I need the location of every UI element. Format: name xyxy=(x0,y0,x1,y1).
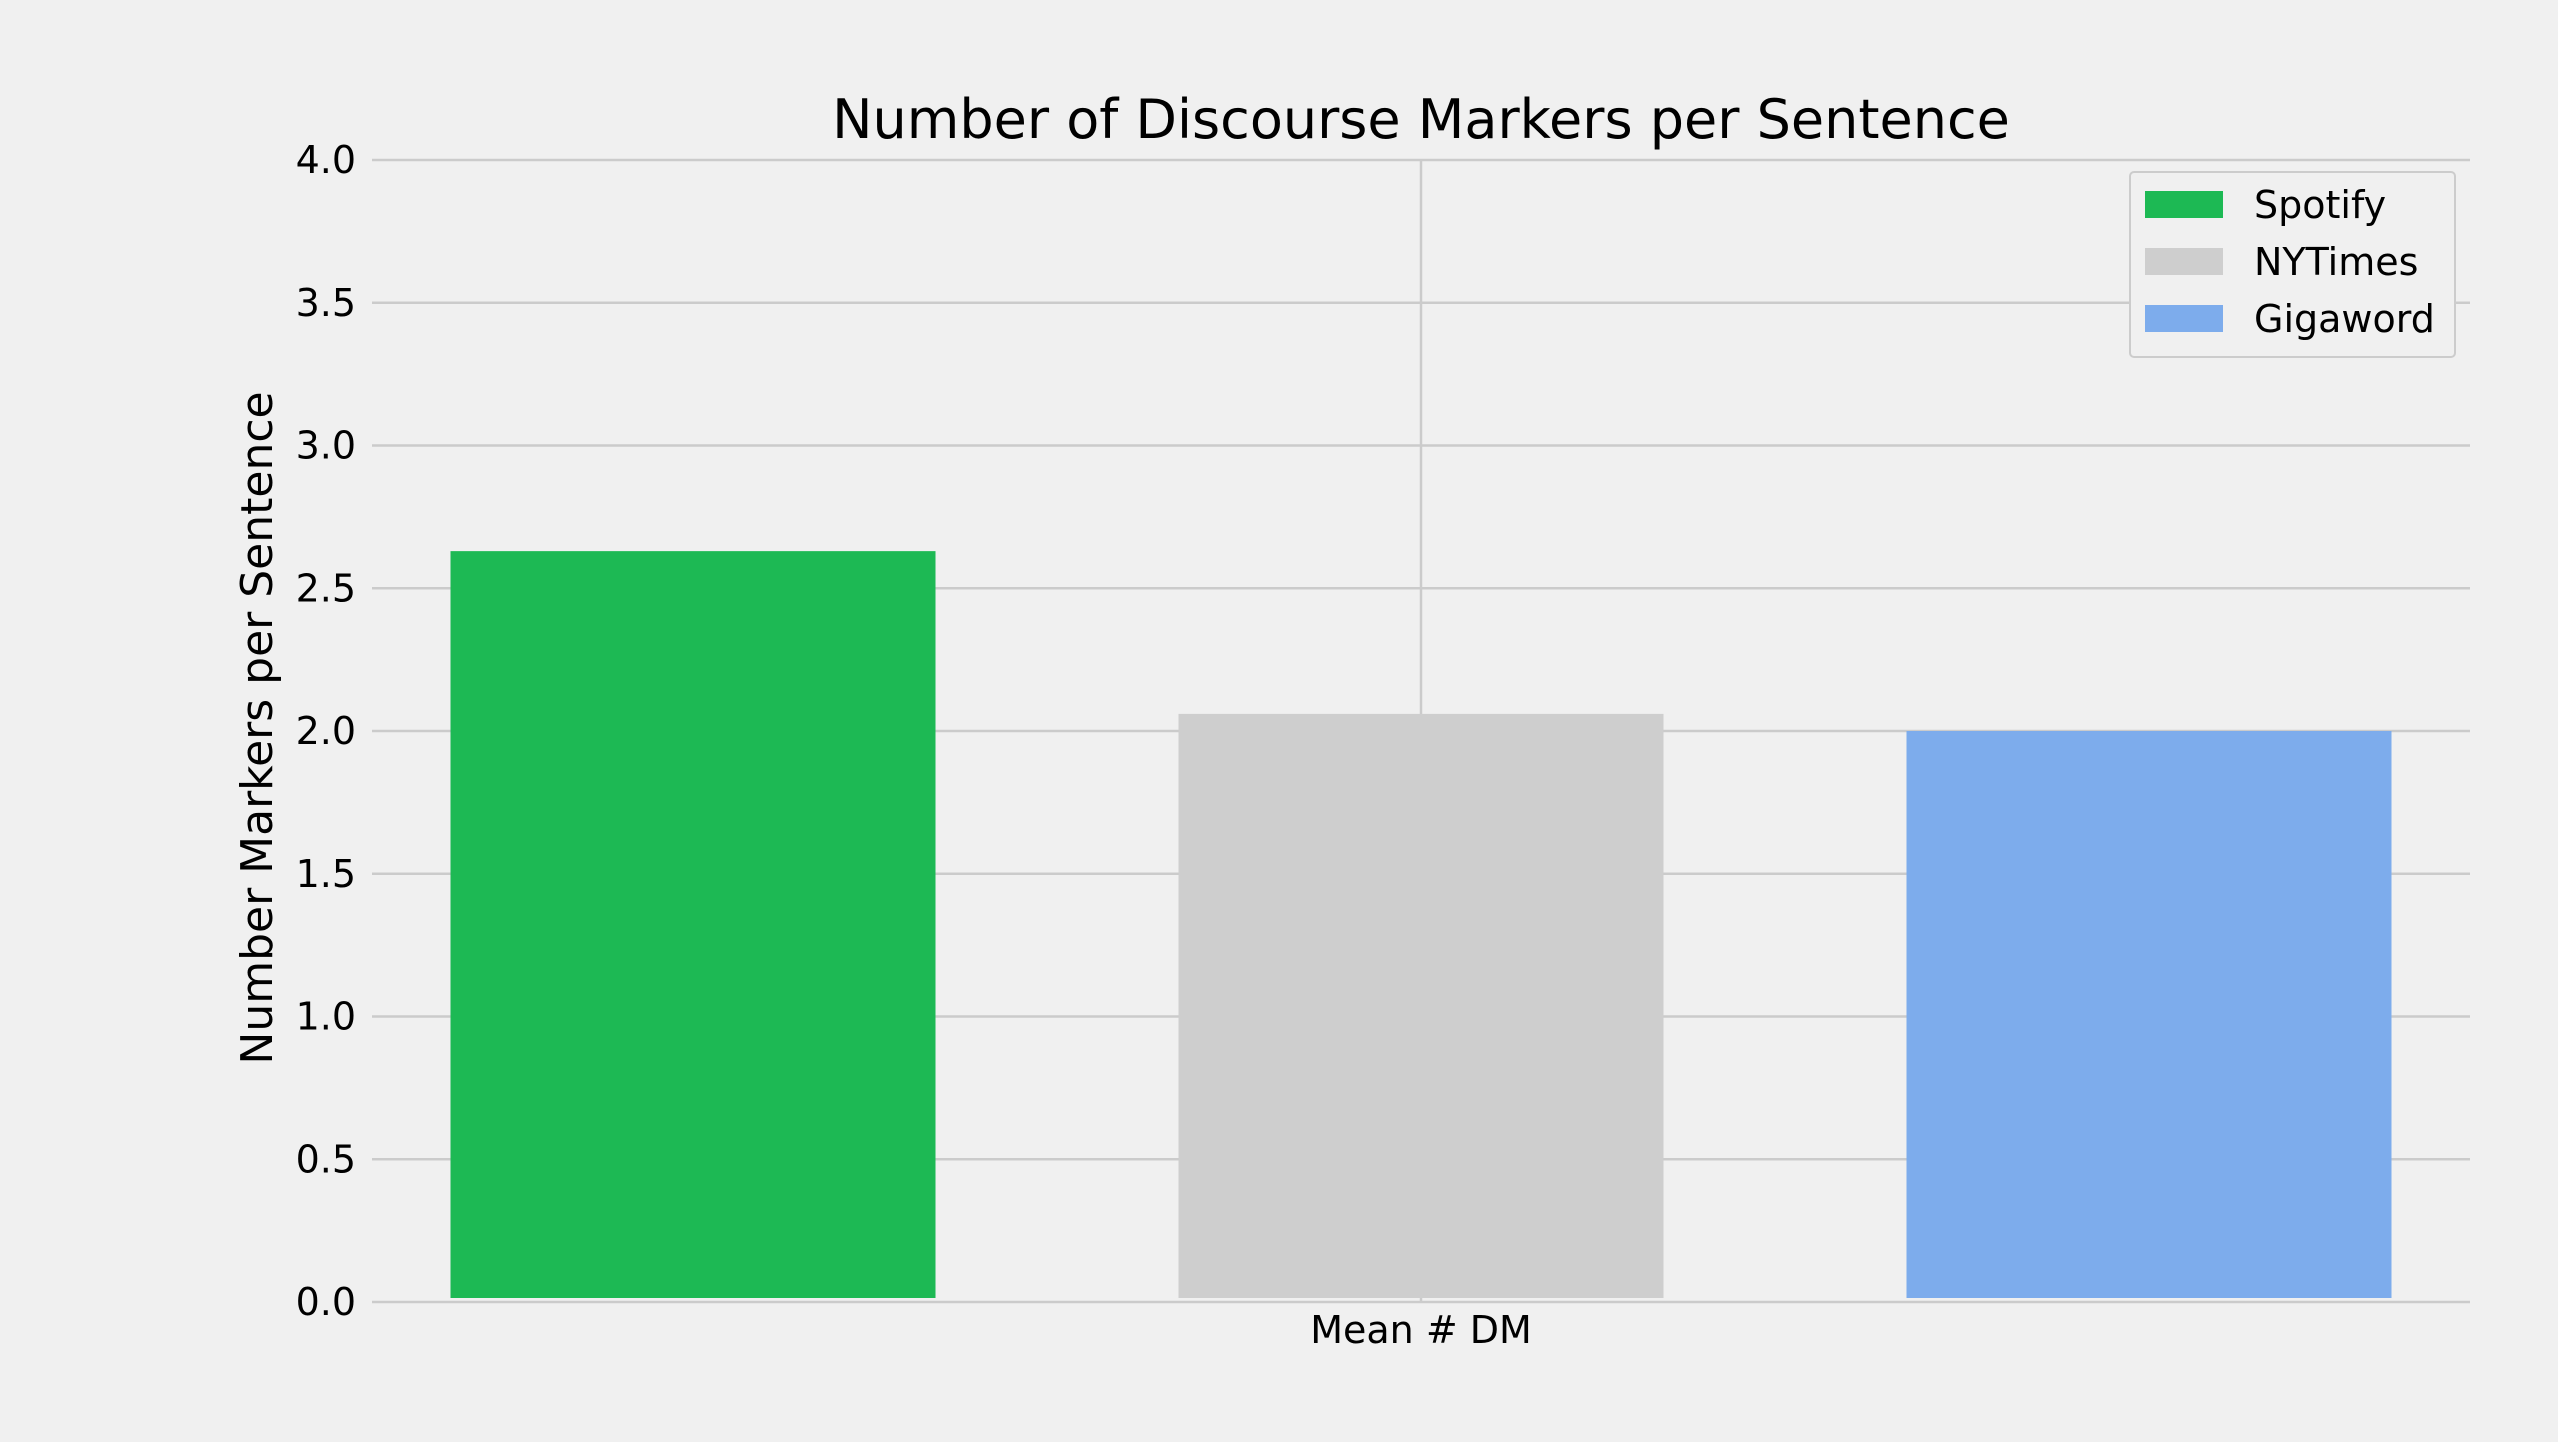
legend-swatch-spotify xyxy=(2145,191,2223,218)
legend: Spotify NYTimes Gigaword xyxy=(2129,171,2456,358)
x-tick-labels: Mean # DM xyxy=(1310,1308,1532,1352)
legend-items: Spotify NYTimes Gigaword xyxy=(2145,183,2435,341)
x-tick-label: Mean # DM xyxy=(1310,1308,1532,1352)
y-tick-label: 1.5 xyxy=(296,852,356,896)
chart-title: Number of Discourse Markers per Sentence xyxy=(832,88,2010,151)
y-tick-label: 0.5 xyxy=(296,1137,356,1181)
legend-swatch-gigaword xyxy=(2145,305,2223,332)
y-tick-label: 4.0 xyxy=(296,138,356,182)
y-tick-label: 2.5 xyxy=(296,566,356,610)
y-tick-label: 1.0 xyxy=(296,995,356,1039)
y-tick-labels: 0.0 0.5 1.0 1.5 2.0 2.5 3.0 3.5 4.0 xyxy=(296,138,356,1324)
bar-gigaword xyxy=(1906,731,2392,1298)
y-tick-label: 3.0 xyxy=(296,424,356,468)
y-tick-label: 2.0 xyxy=(296,709,356,753)
bar-layer xyxy=(450,551,2392,1298)
legend-label-gigaword: Gigaword xyxy=(2254,297,2435,341)
legend-swatch-nytimes xyxy=(2145,248,2223,275)
bar-spotify xyxy=(450,551,936,1298)
y-axis-label: Number Markers per Sentence xyxy=(232,391,283,1064)
bar-nytimes xyxy=(1178,713,1664,1298)
legend-label-nytimes: NYTimes xyxy=(2254,240,2418,284)
y-tick-label: 0.0 xyxy=(296,1280,356,1324)
legend-label-spotify: Spotify xyxy=(2254,183,2386,227)
y-tick-label: 3.5 xyxy=(296,281,356,325)
